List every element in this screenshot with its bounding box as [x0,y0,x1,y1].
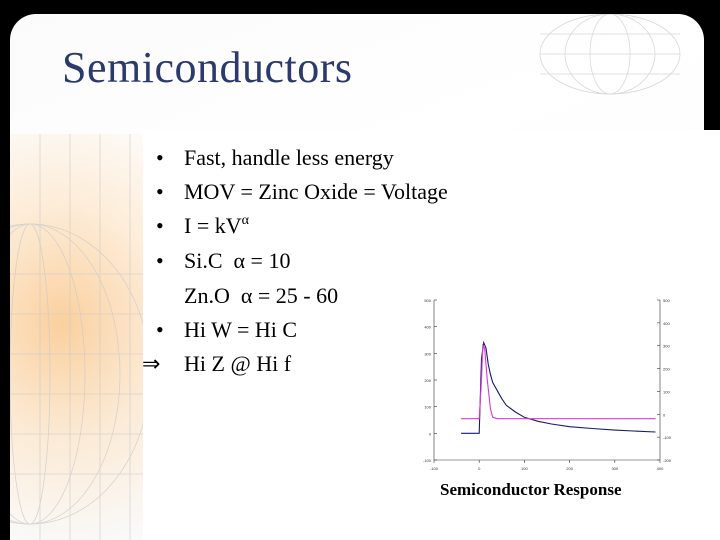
y-tick-label: 100 [424,405,431,410]
chart-axes: -100 0 100 200 300 400 500 -200 -100 0 100 200 300 40… [423,298,672,471]
bullet-item: • Si.C α = 10 [156,248,290,274]
bullet-item: • Fast, handle less energy [156,145,394,171]
y2-tick-label: 500 [663,298,670,303]
x-tick-label: 200 [566,466,573,471]
y-tick-label: 300 [424,351,431,356]
y2-tick-label: 400 [663,321,670,326]
x-tick-label: 300 [611,466,618,471]
y2-tick-label: 100 [663,389,670,394]
bullet-item: • I = kVα [156,213,249,239]
x-tick-label: -100 [430,466,439,471]
y-tick-label: 200 [424,378,431,383]
bullet-item: Zn.O α = 25 - 60 [156,283,338,309]
series-line-0 [461,340,656,434]
y2-tick-label: 0 [663,412,666,417]
y2-tick-label: 300 [663,344,670,349]
bullet-marker: • [156,145,164,170]
bullet-text: Zn.O α = 25 - 60 [184,283,339,308]
implies-marker: ⇒ [142,351,161,376]
y2-tick-label: -200 [663,458,672,463]
x-tick-label: 100 [521,466,528,471]
bullet-marker: • [156,213,164,238]
series-line-1 [461,343,656,420]
bullet-text: Si.C α = 10 [184,248,291,273]
slide-title: Semiconductors [62,43,353,92]
bullet-text: Fast, handle less energy [184,145,394,170]
response-chart: -100 0 100 200 300 400 500 -200 -100 0 100 200 300 40… [423,298,672,471]
y-tick-label: 400 [424,325,431,330]
bullet-marker: • [156,179,164,204]
content-area [143,130,720,540]
y-tick-label: 0 [429,431,432,436]
bullet-item: ⇒ Hi Z @ Hi f [142,351,291,377]
chart-series-group [461,340,656,434]
bullet-text: Hi Z @ Hi f [184,351,292,376]
alpha-superscript: α [241,213,249,228]
bullet-text: I = kV [184,213,242,238]
bullet-item: • MOV = Zinc Oxide = Voltage [156,179,448,205]
bullet-marker: • [156,317,164,342]
y2-tick-label: 200 [663,367,670,372]
chart-caption: Semiconductor Response [440,480,622,499]
bullet-text: Hi W = Hi C [184,317,298,342]
x-tick-label: 400 [657,466,664,471]
y-tick-label: 500 [424,298,431,303]
bullet-item: • Hi W = Hi C [156,317,297,343]
x-tick-label: 0 [478,466,481,471]
bullet-marker: • [156,248,164,273]
bullet-text: MOV = Zinc Oxide = Voltage [184,179,448,204]
y-tick-label: -100 [423,458,432,463]
y2-tick-label: -100 [663,435,672,440]
